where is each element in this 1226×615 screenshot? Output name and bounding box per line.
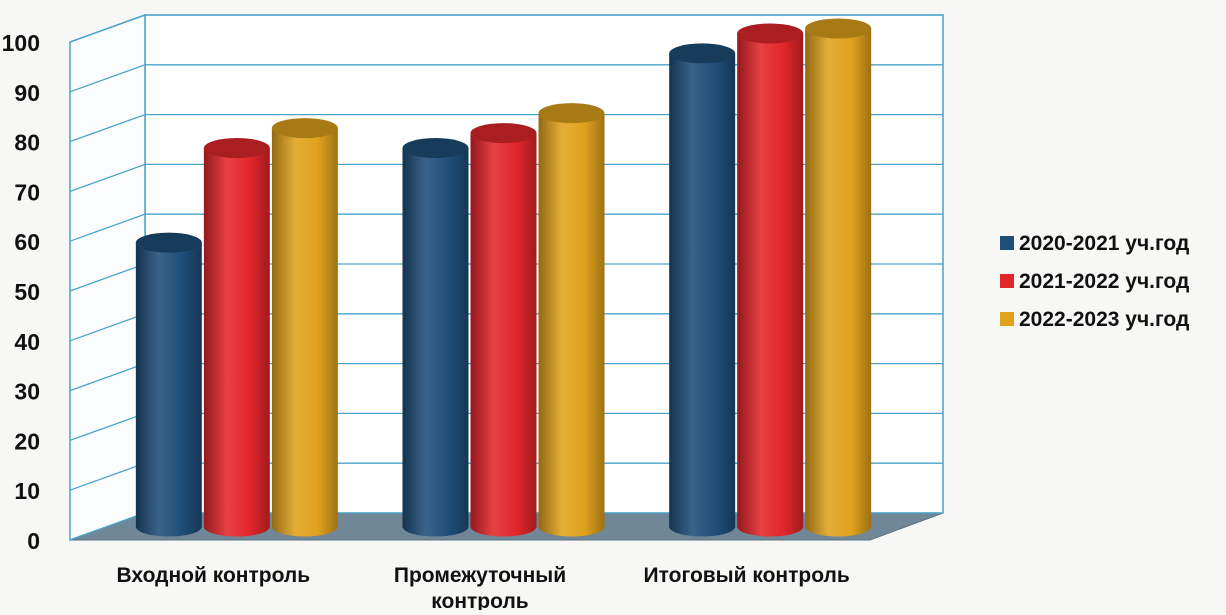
bar-body (805, 28, 872, 537)
y-tick-label: 40 (14, 329, 40, 355)
x-tick-label: Промежуточный (394, 564, 566, 587)
y-tick-label: 0 (27, 528, 40, 554)
bar-top (737, 23, 804, 44)
legend: 2020-2021 уч.год 2021-2022 уч.год 2022-202… (1000, 232, 1189, 331)
y-tick-label: 70 (14, 179, 40, 205)
x-tick-label: контроль (431, 590, 529, 610)
gridline (69, 14, 943, 43)
bar-top (470, 123, 537, 144)
y-tick-label: 10 (14, 478, 40, 504)
bar-top (203, 138, 270, 159)
bar-top (805, 18, 872, 39)
bar (737, 23, 804, 537)
y-tick-label: 20 (14, 428, 40, 454)
bar-body (203, 148, 270, 537)
x-axis: Входной контроль Промежуточный контроль Ито… (117, 564, 850, 613)
bar (805, 18, 872, 537)
bar-top (538, 103, 605, 124)
bar (271, 118, 338, 537)
x-tick-label: Итоговый контроль (644, 564, 850, 587)
legend-label: 2021-2022 уч.год (1019, 270, 1189, 293)
legend-swatch (1000, 312, 1014, 326)
x-tick-label: Входной контроль (117, 564, 311, 587)
bar-body (135, 242, 202, 537)
bar-top (135, 232, 202, 253)
bar (203, 138, 270, 537)
bar-top (271, 118, 338, 139)
legend-swatch (1000, 274, 1014, 288)
bar-body (669, 53, 736, 537)
y-tick-label: 80 (14, 130, 40, 156)
y-tick-label: 100 (2, 30, 40, 56)
bar-top (402, 138, 469, 159)
y-tick-label: 90 (14, 80, 40, 106)
bar (135, 232, 202, 537)
y-tick-label: 60 (14, 229, 40, 255)
bar (470, 123, 537, 537)
bar (669, 43, 736, 537)
legend-label: 2020-2021 уч.год (1019, 232, 1189, 255)
legend-swatch (1000, 236, 1014, 250)
y-tick-label: 50 (14, 279, 40, 305)
bar (402, 138, 469, 537)
bar-top (669, 43, 736, 64)
y-axis: 0 10 20 30 40 50 60 70 80 90 100 (2, 30, 40, 554)
bar-body (470, 133, 537, 537)
legend-label: 2022-2023 уч.год (1019, 308, 1189, 331)
bar (538, 103, 605, 537)
chart-bars (135, 18, 872, 537)
bar-body (538, 113, 605, 537)
bar-body (402, 148, 469, 537)
y-tick-label: 30 (14, 379, 40, 405)
bar-body (271, 128, 338, 537)
bar-body (737, 33, 804, 537)
